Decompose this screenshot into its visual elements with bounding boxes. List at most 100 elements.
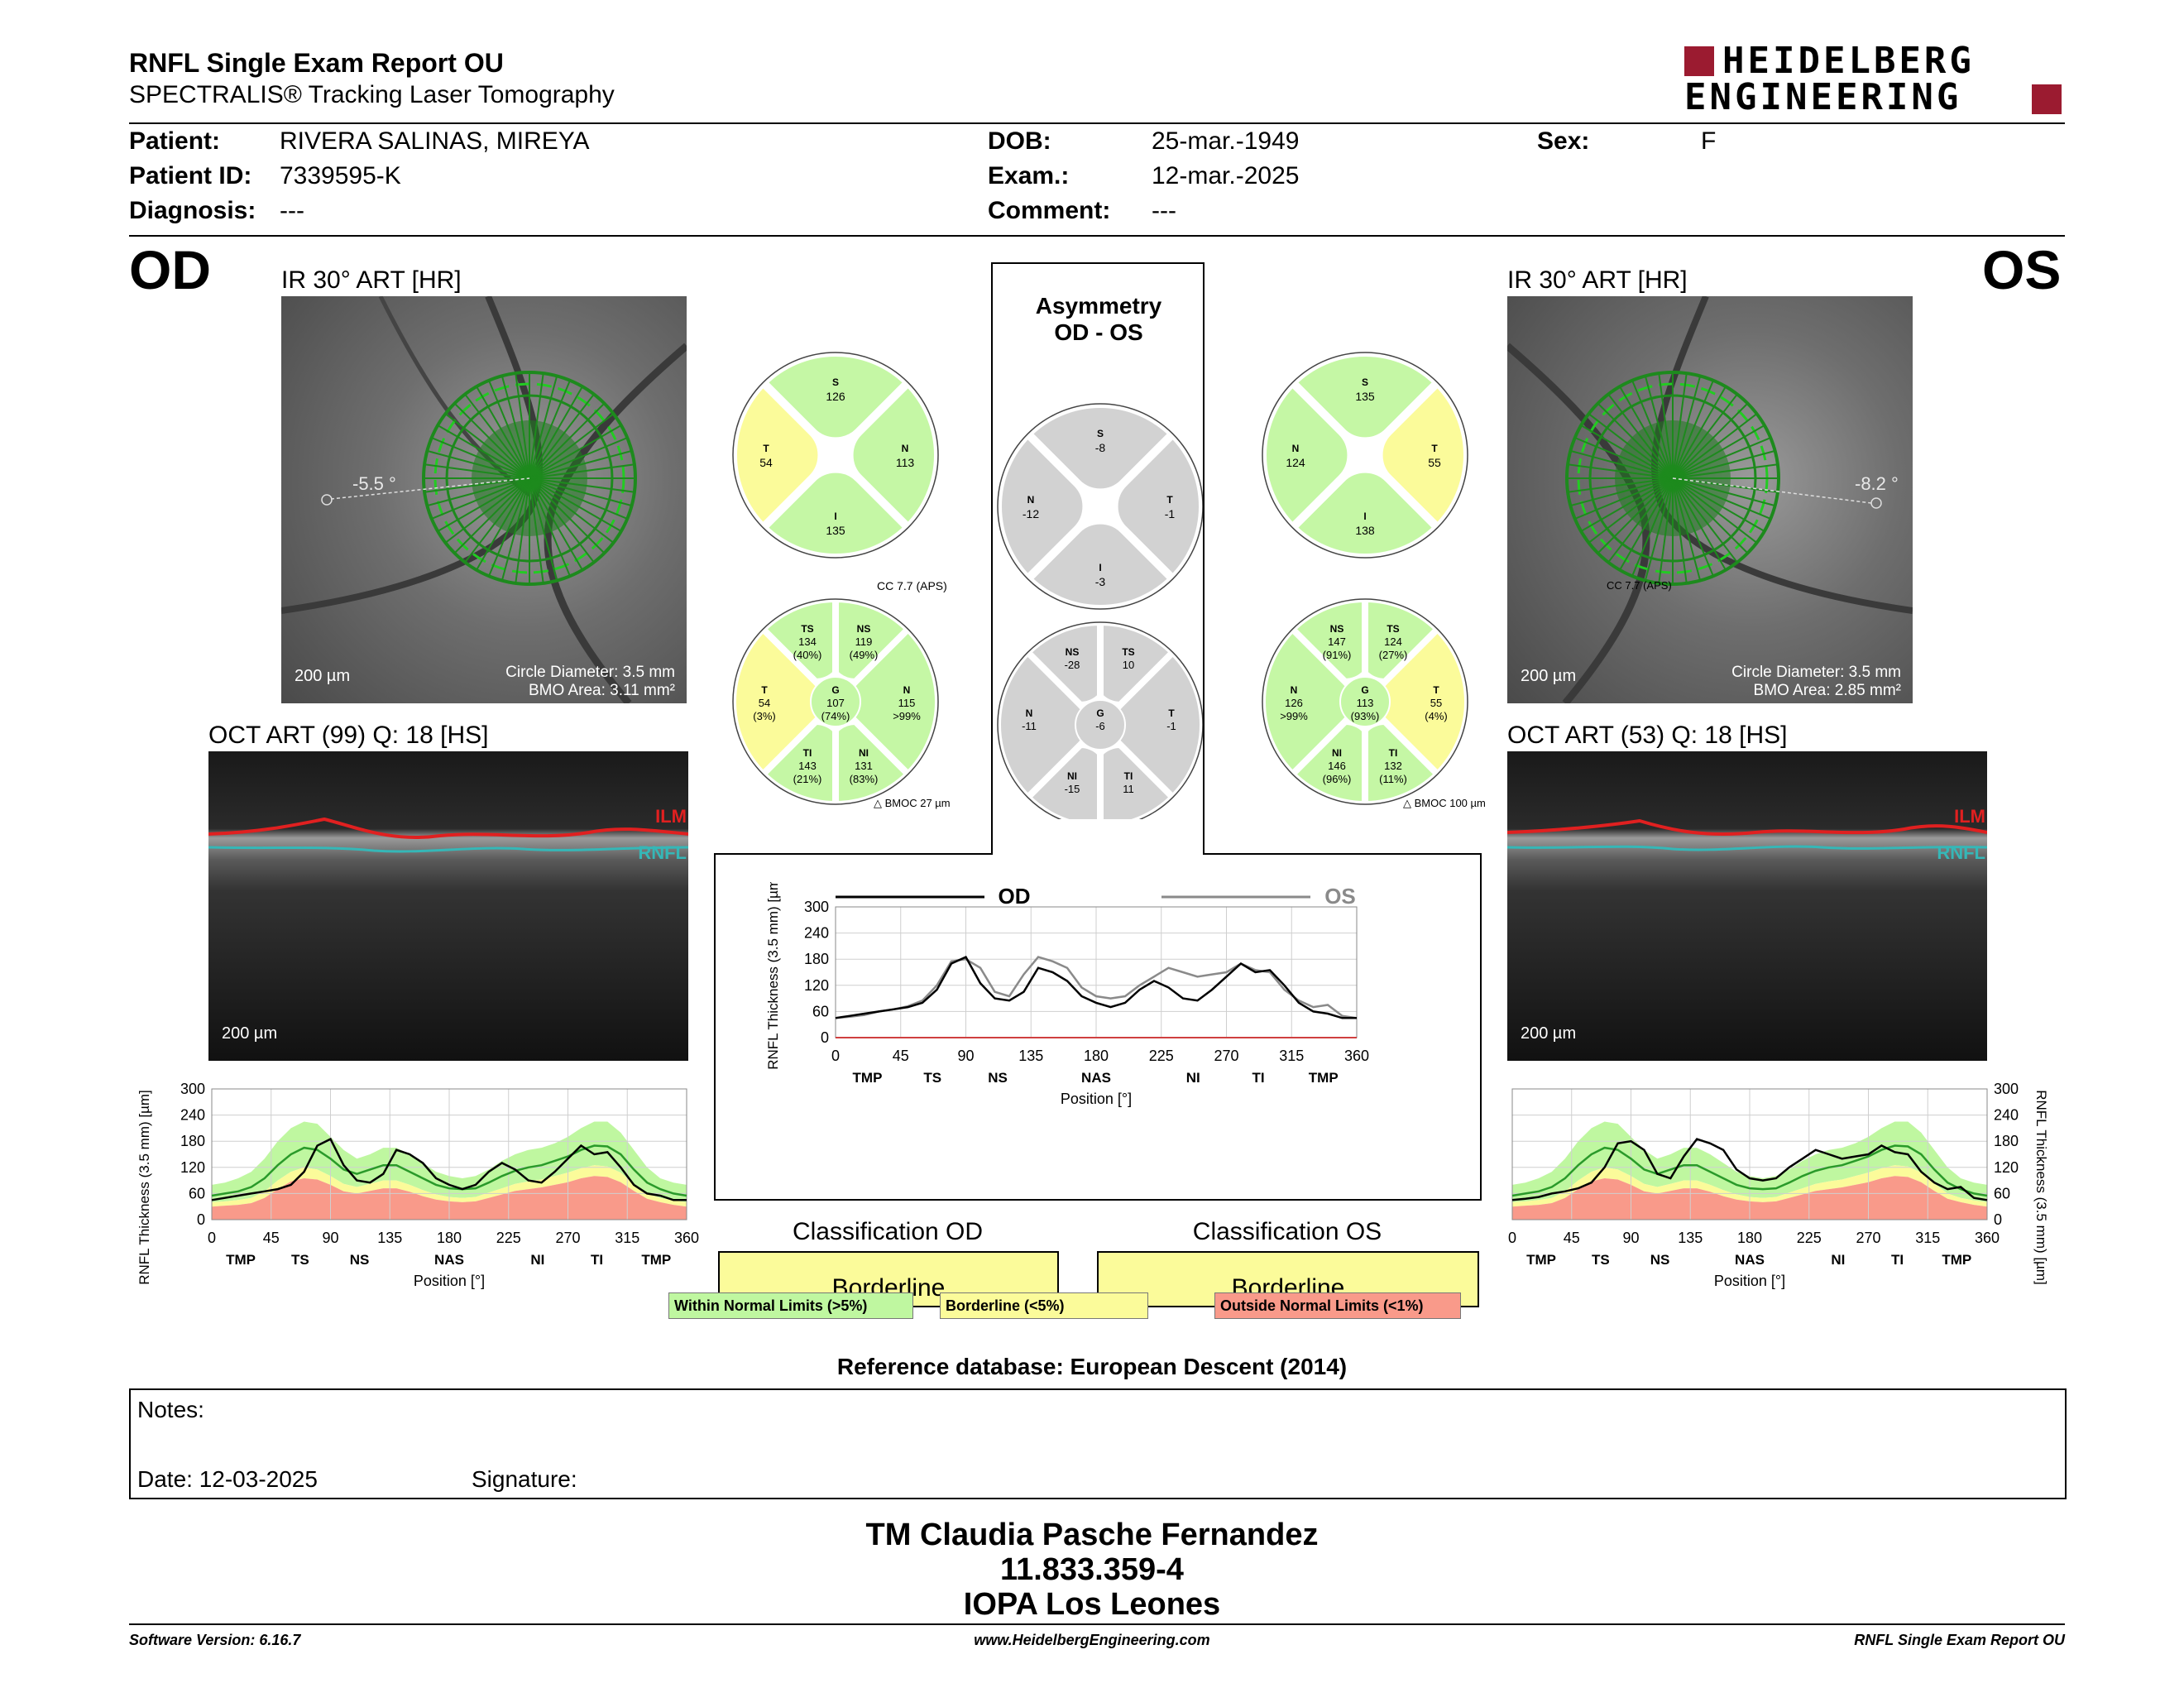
- os-quad-value-I: 138: [1355, 524, 1375, 537]
- asym-quad-label-S: S: [1097, 428, 1104, 439]
- scan-ray: [529, 380, 571, 479]
- diagnosis-value: ---: [280, 197, 304, 224]
- dob-label: DOB:: [988, 127, 1051, 155]
- y-axis-label: RNFL Thickness (3.5 mm) [µm]: [2033, 1090, 2049, 1285]
- od-sect-value-TS: 134: [798, 635, 817, 648]
- region-label-tmp: TMP: [1309, 1070, 1339, 1086]
- od-sect-pct-TS: (40%): [793, 649, 822, 661]
- os-sect-label-T: T: [1433, 684, 1439, 696]
- os-sect-outline: [1262, 598, 1468, 805]
- od-sect-pct-G: (74%): [821, 710, 850, 722]
- region-label-tmp: TMP: [641, 1252, 671, 1268]
- scan-ray: [1580, 424, 1674, 479]
- y-tick-label: 60: [189, 1185, 205, 1201]
- exam-label: Exam.:: [988, 162, 1070, 189]
- footer-url[interactable]: www.HeidelbergEngineering.com: [974, 1632, 1210, 1648]
- scan-ray: [529, 463, 635, 479]
- scan-ray: [427, 477, 530, 507]
- asym-sect-label-N: N: [1026, 707, 1033, 719]
- x-tick-label: 225: [1149, 1048, 1174, 1064]
- asym-sect-label-TI: TI: [1124, 770, 1133, 782]
- os-quad-label-S: S: [1362, 376, 1368, 388]
- x-tick-label: 315: [1915, 1230, 1940, 1246]
- y-tick-label-right: 180: [1994, 1133, 2019, 1149]
- x-tick-label: 90: [1622, 1230, 1639, 1246]
- x-tick-label: 225: [1797, 1230, 1822, 1246]
- od-sect-value-TI: 143: [798, 760, 817, 772]
- x-tick-label: 45: [263, 1230, 280, 1246]
- x-tick-label: 270: [1214, 1048, 1238, 1064]
- notes-box[interactable]: Notes: Date: 12-03-2025 Signature:: [129, 1388, 2067, 1499]
- scan-ray: [1672, 380, 1714, 479]
- os-sect-value-NI: 146: [1328, 760, 1346, 772]
- od-quad-label-S: S: [832, 376, 839, 388]
- os-sect-value-TS: 124: [1384, 635, 1402, 648]
- scan-ray: [1672, 376, 1702, 479]
- scan-ray: [1672, 477, 1749, 554]
- y-tick-label: 120: [180, 1159, 205, 1176]
- asym-quad-label-N: N: [1027, 494, 1035, 506]
- logo-text-bottom: ENGINEERING: [1684, 76, 1962, 118]
- signer-block: TM Claudia Pasche Fernandez 11.833.359-4…: [0, 1518, 2184, 1622]
- normal-mean-line: [1511, 1144, 1988, 1197]
- os-quad-value-S: 135: [1355, 390, 1375, 403]
- scan-ray: [488, 477, 530, 577]
- od-quad-value-S: 126: [826, 390, 845, 403]
- y-tick-label: 300: [804, 899, 829, 915]
- scan-ray: [1672, 393, 1738, 479]
- od-quad-value-N: 113: [896, 456, 915, 469]
- os-bmo-area: BMO Area: 2.85 mm²: [1753, 682, 1901, 699]
- region-label-ti: TI: [1891, 1252, 1904, 1268]
- comparison-chart: 0 60 120 180 240 300 0 45 90 135 180 225 270 315 360 TM…: [765, 882, 1369, 1107]
- x-tick-label: 315: [615, 1230, 639, 1246]
- os-sect-value-N: 126: [1285, 697, 1303, 709]
- scan-ray: [1672, 477, 1702, 581]
- patient-label: Patient:: [129, 127, 221, 155]
- x-tick-label: 180: [437, 1230, 462, 1246]
- od-cc-label: CC 7.7 (APS): [877, 579, 947, 592]
- os-quad-label-I: I: [1363, 511, 1366, 522]
- scan-ray: [1644, 477, 1674, 581]
- scan-ray: [453, 402, 530, 479]
- y-axis-label: RNFL Thickness (3.5 mm) [µm]: [765, 882, 781, 1070]
- region-label-tmp: TMP: [226, 1252, 256, 1268]
- scan-ray: [1672, 424, 1765, 479]
- scan-ray: [1588, 477, 1674, 544]
- x-axis-label: Position [°]: [1061, 1091, 1132, 1107]
- x-tick-label: 270: [1856, 1230, 1880, 1246]
- asym-sect-sector-G: [1075, 699, 1126, 750]
- scan-ray: [529, 477, 622, 532]
- y-tick-label-right: 0: [1994, 1211, 2002, 1228]
- scan-ray: [476, 386, 530, 479]
- scan-ray: [1597, 402, 1674, 479]
- scan-ray: [529, 449, 632, 479]
- footer-divider: [129, 1623, 2065, 1625]
- asym-sect-value-T: -1: [1166, 720, 1176, 732]
- od-sect-label-TS: TS: [801, 623, 813, 635]
- scan-ray: [529, 477, 544, 584]
- y-tick-label-right: 300: [1994, 1081, 2019, 1097]
- scan-ray: [500, 477, 530, 581]
- scan-ray: [1658, 372, 1674, 479]
- y-tick-label: 0: [821, 1029, 829, 1046]
- os-oct-title: OCT ART (53) Q: 18 [HS]: [1507, 722, 1788, 749]
- od-quad-value-T: 54: [759, 456, 773, 469]
- footer-report-name: RNFL Single Exam Report OU: [1854, 1632, 2065, 1648]
- asym-sect-label-NS: NS: [1066, 646, 1080, 658]
- asym-sect-value-NI: -15: [1065, 783, 1080, 795]
- region-label-tmp: TMP: [1526, 1252, 1556, 1268]
- od-sect-pct-NS: (49%): [850, 649, 879, 661]
- od-sect-pct-TI: (21%): [793, 773, 822, 785]
- legend-label-od: OD: [999, 884, 1031, 909]
- od-sect-value-NS: 119: [855, 635, 873, 648]
- asymmetry-title-line2: OD - OS: [1054, 319, 1143, 345]
- od-quad-value-I: 135: [826, 524, 845, 537]
- od-scale-label: 200 µm: [295, 667, 351, 685]
- region-label-tmp: TMP: [853, 1070, 883, 1086]
- od-oct-scale: 200 µm: [222, 1024, 278, 1043]
- legend-outside-normal: Outside Normal Limits (<1%): [1214, 1292, 1461, 1319]
- x-tick-label: 315: [1279, 1048, 1304, 1064]
- od-quad-label-T: T: [763, 443, 769, 454]
- signer-place: IOPA Los Leones: [963, 1587, 1221, 1622]
